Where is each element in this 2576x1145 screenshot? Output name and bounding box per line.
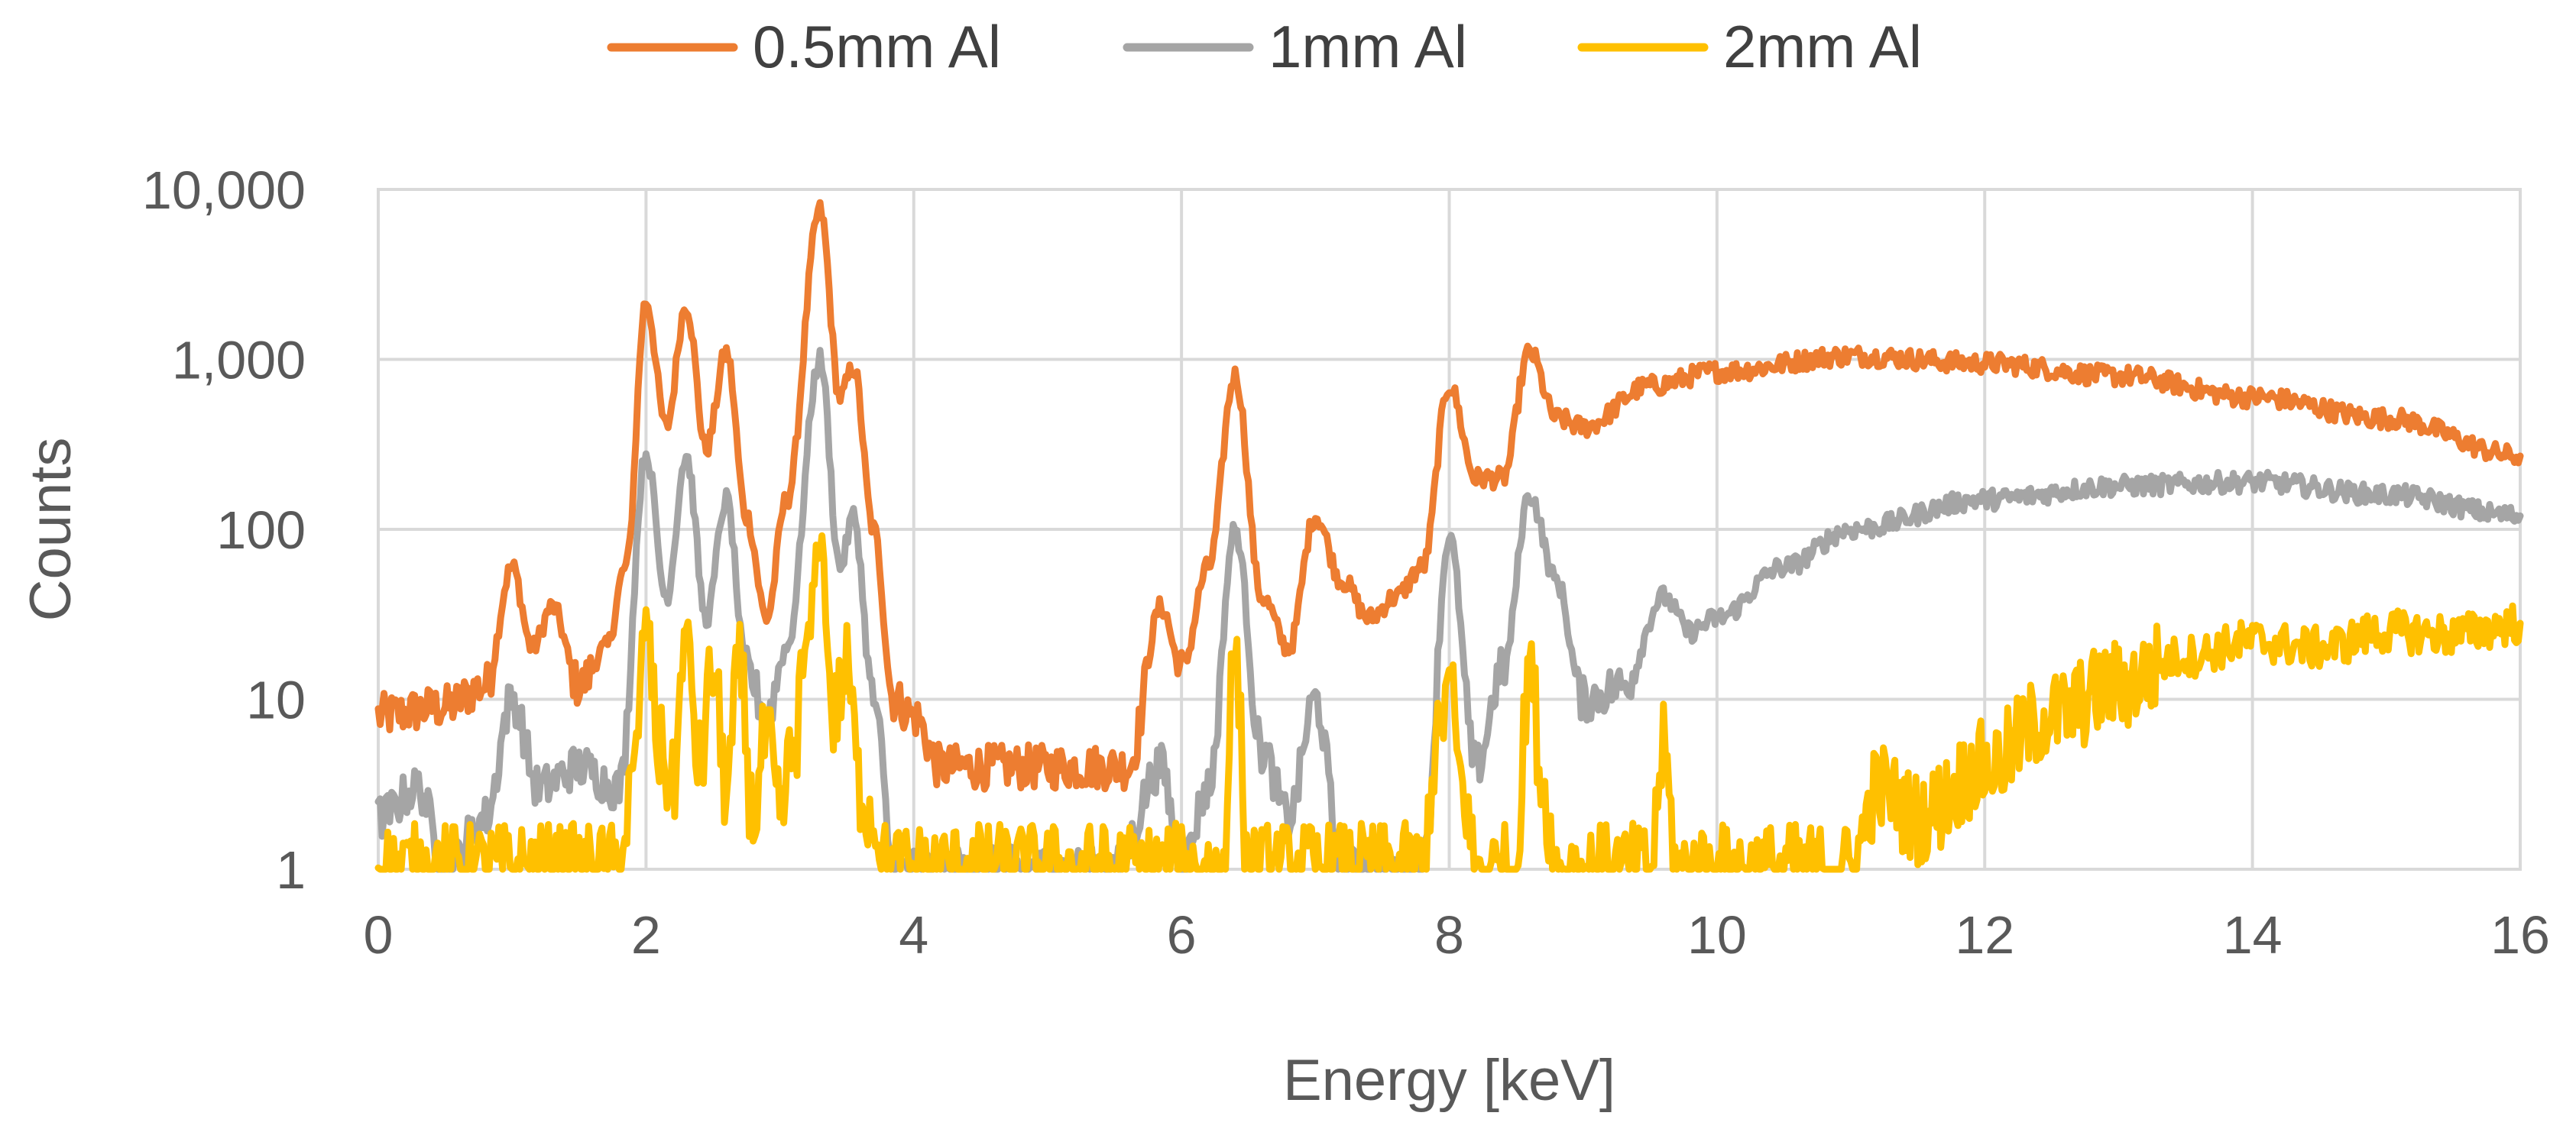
- y-axis-title: Counts: [18, 438, 83, 622]
- legend-label-0: 0.5mm Al: [753, 13, 1001, 80]
- x-tick-label-6: 12: [1955, 905, 2014, 965]
- x-tick-label-8: 16: [2490, 905, 2550, 965]
- x-tick-label-1: 2: [631, 905, 661, 965]
- legend-label-2: 2mm Al: [1723, 13, 1922, 80]
- x-tick-label-7: 14: [2223, 905, 2283, 965]
- y-tick-label-4: 10,000: [142, 160, 306, 220]
- x-tick-label-5: 10: [1687, 905, 1747, 965]
- y-tick-labels: 1 10 100 1,000 10,000: [142, 160, 306, 900]
- plot-area: [377, 188, 2522, 871]
- x-tick-label-3: 6: [1167, 905, 1197, 965]
- y-tick-label-1: 10: [246, 671, 306, 730]
- y-tick-label-2: 100: [216, 500, 306, 560]
- x-tick-labels: 0 2 4 6 8 10 12 14 16: [364, 905, 2550, 965]
- series-line-0: [374, 199, 2524, 793]
- x-axis-title: Energy [keV]: [1283, 1048, 1615, 1113]
- legend-label-1: 1mm Al: [1269, 13, 1467, 80]
- legend: 0.5mm Al 1mm Al 2mm Al: [607, 13, 1922, 80]
- series-group: [374, 199, 2524, 873]
- x-tick-label-0: 0: [364, 905, 394, 965]
- series-line-1: [374, 347, 2524, 873]
- y-tick-label-3: 1,000: [172, 331, 306, 390]
- series-line-2: [374, 532, 2524, 873]
- x-tick-label-4: 8: [1434, 905, 1464, 965]
- x-tick-label-2: 4: [899, 905, 928, 965]
- y-tick-label-0: 1: [276, 840, 306, 900]
